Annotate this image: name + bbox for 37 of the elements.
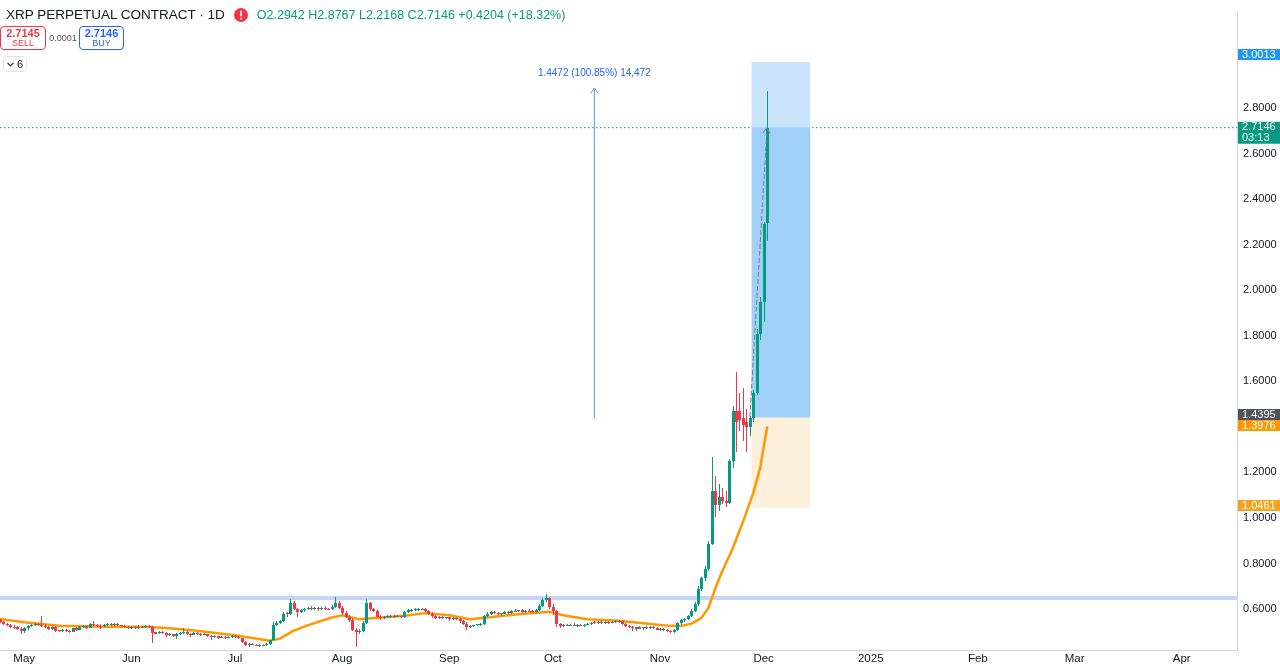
y-tick-label: 2.0000	[1243, 283, 1277, 296]
series-label: 1.4472 (100.85%) 14,472	[537, 67, 652, 79]
x-tick-label: Oct	[543, 652, 563, 665]
y-tick-label: 1.0000	[1243, 511, 1277, 523]
text: 3.0013	[1242, 48, 1277, 60]
text: 1.0461	[1242, 498, 1277, 511]
x-tick-label: Aug	[331, 652, 353, 665]
y-tick-label: 0.8000	[1243, 556, 1277, 569]
annotation: 0.0001	[49, 32, 77, 44]
annotation: 2.7145 SELL	[6, 27, 40, 48]
chart-title: XRP PERPETUAL CONTRACT · 1D	[6, 7, 225, 23]
y-tick-label: 0.6000	[1243, 602, 1277, 615]
y-tick-label: 1.8000	[1243, 328, 1277, 341]
y-tick-label: 2.6000	[1243, 146, 1277, 159]
text: 1.4395	[1242, 408, 1277, 420]
x-tick-label: Mar	[1064, 652, 1085, 665]
bar	[751, 62, 811, 128]
y-tick-label: 2.4000	[1243, 192, 1277, 205]
annotation: 2.7146 BUY	[84, 27, 119, 48]
y-tick-label: 1.2000	[1243, 465, 1277, 478]
text: 1.3976	[1242, 419, 1277, 431]
x-tick-label: May	[13, 652, 36, 665]
bar	[751, 417, 811, 508]
y-tick-label: 2.2000	[1243, 237, 1277, 250]
x-tick-label: Apr	[1172, 652, 1191, 665]
annotation: 6	[16, 58, 24, 70]
x-tick-label: Jun	[122, 652, 141, 665]
ref-line-label: 2.7146 03:13	[1242, 120, 1276, 144]
x-tick-label: Dec	[753, 652, 775, 665]
x-tick-label: Nov	[649, 652, 671, 665]
x-tick-label: Feb	[967, 652, 988, 665]
chart-subtitle: O2.2942 H2.8767 L2.2168 C2.7146 +0.4204 (+18.32%)	[256, 7, 566, 23]
x-tick-label: Jul	[227, 652, 243, 665]
y-tick-label: 2.8000	[1243, 101, 1277, 114]
x-tick-label: 2025	[857, 652, 884, 665]
x-tick-label: Sep	[438, 652, 460, 665]
y-tick-label: 1.6000	[1243, 374, 1277, 387]
